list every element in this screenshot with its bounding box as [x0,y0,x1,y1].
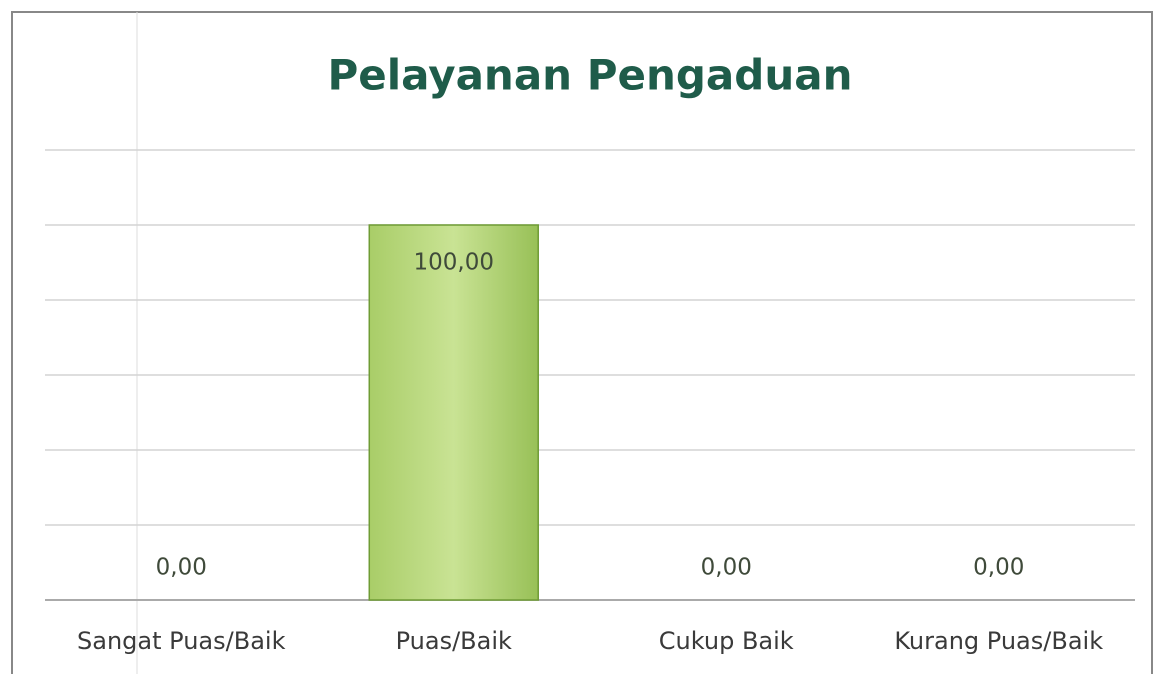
frame [11,11,1153,674]
x-tick-label: Kurang Puas/Baik [894,627,1103,655]
x-tick-label: Sangat Puas/Baik [77,627,286,655]
bar [368,224,539,601]
x-tick-label: Cukup Baik [659,627,794,655]
x-tick-label: Puas/Baik [396,627,512,655]
value-label: 0,00 [701,555,752,581]
value-label: 0,00 [156,555,207,581]
value-label: 100,00 [414,250,494,276]
value-label: 0,00 [973,555,1024,581]
chart-title: Pelayanan Pengaduan [328,51,853,100]
